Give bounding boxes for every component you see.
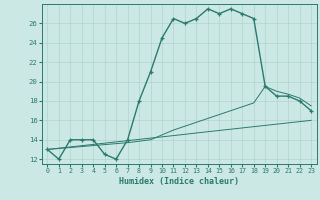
- X-axis label: Humidex (Indice chaleur): Humidex (Indice chaleur): [119, 177, 239, 186]
